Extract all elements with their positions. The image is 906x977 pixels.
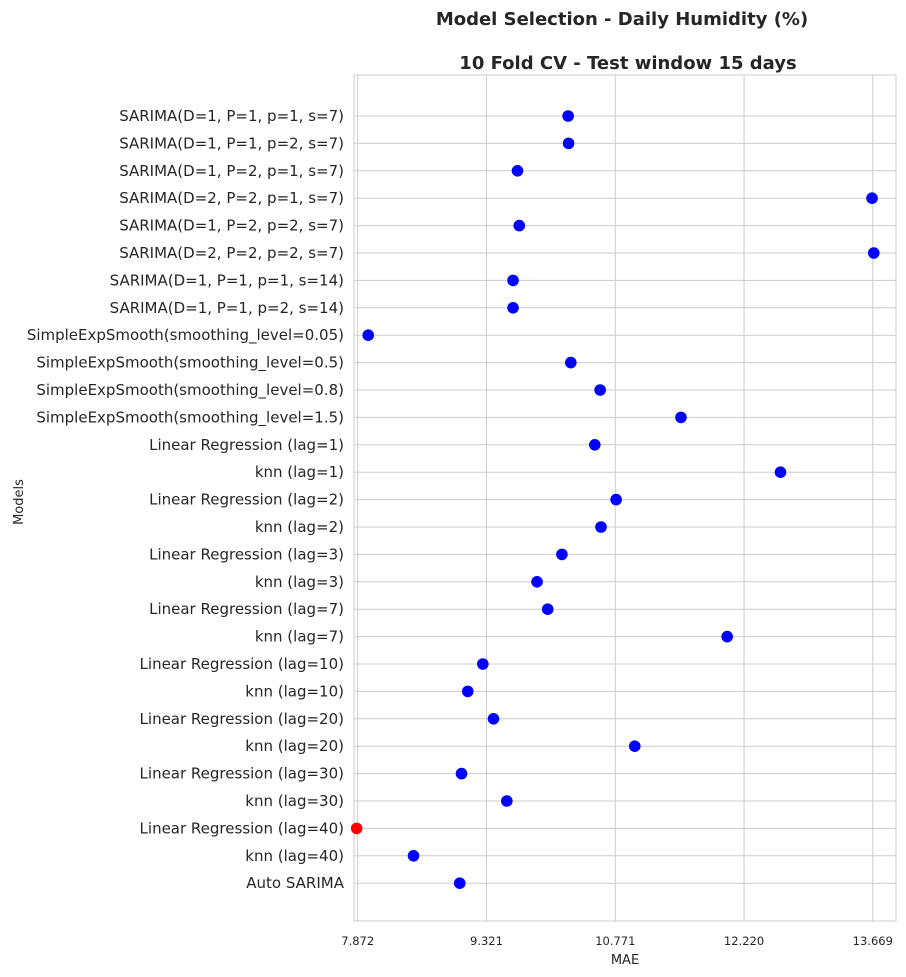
model-point — [461, 685, 474, 698]
model-label: SARIMA(D=2, P=2, p=1, s=7) — [119, 189, 344, 207]
model-point — [501, 795, 513, 807]
x-tick-label: 12.220 — [724, 934, 764, 948]
model-label: knn (lag=30) — [245, 792, 344, 810]
model-label: SARIMA(D=2, P=2, p=2, s=7) — [119, 244, 344, 262]
model-label: Linear Regression (lag=3) — [149, 545, 344, 563]
x-tick-label: 10.771 — [595, 934, 635, 948]
y-axis-label: Models — [12, 479, 27, 525]
chart-title: Model Selection - Daily Humidity (%) — [436, 9, 808, 30]
x-tick-label: 13.669 — [853, 934, 893, 948]
model-point — [362, 329, 375, 342]
model-point — [594, 384, 606, 396]
model-point — [487, 713, 500, 725]
model-point — [507, 274, 519, 287]
model-point — [541, 603, 554, 615]
model-label: SimpleExpSmooth(smoothing_level=0.8) — [36, 381, 344, 400]
model-point — [556, 548, 568, 561]
model-label: Linear Regression (lag=7) — [149, 600, 344, 618]
best-model-point — [350, 822, 363, 835]
model-point — [531, 576, 543, 588]
model-label: Auto SARIMA — [246, 874, 344, 892]
x-tick-label: 9.321 — [470, 934, 503, 948]
model-label: SimpleExpSmooth(smoothing_level=0.05) — [27, 326, 344, 345]
model-label: SARIMA(D=1, P=1, p=2, s=7) — [119, 134, 344, 152]
model-label: SARIMA(D=1, P=2, p=1, s=7) — [119, 162, 344, 180]
model-label: Linear Regression (lag=1) — [149, 436, 344, 454]
model-point — [774, 466, 787, 479]
model-point — [455, 767, 468, 780]
model-point — [507, 302, 519, 314]
model-point — [610, 493, 622, 506]
model-labels: SARIMA(D=1, P=1, p=1, s=7) SARIMA(D=1, P=… — [27, 107, 345, 892]
model-label: knn (lag=3) — [255, 573, 344, 591]
model-label: SARIMA(D=1, P=2, p=2, s=7) — [119, 217, 344, 235]
model-point — [867, 247, 880, 259]
model-point — [453, 877, 466, 889]
x-ticks: 7.872 9.321 10.771 12.220 13.669 — [341, 934, 893, 948]
model-point — [477, 658, 489, 670]
model-point — [562, 137, 575, 150]
grid — [353, 74, 897, 922]
model-point — [513, 219, 526, 232]
model-label: knn (lag=2) — [255, 518, 344, 536]
model-label: SARIMA(D=1, P=1, p=1, s=14) — [110, 271, 344, 289]
model-label: SARIMA(D=1, P=1, p=1, s=7) — [119, 107, 344, 125]
model-point — [565, 356, 577, 369]
model-point — [628, 740, 641, 752]
data-points — [350, 110, 880, 889]
model-point — [407, 850, 420, 862]
chart-subtitle: 10 Fold CV - Test window 15 days — [459, 53, 796, 74]
model-label: knn (lag=7) — [255, 628, 344, 646]
model-point — [588, 439, 601, 451]
model-point — [675, 411, 687, 424]
x-tick-label: 7.872 — [341, 934, 374, 948]
model-label: SimpleExpSmooth(smoothing_level=0.5) — [36, 354, 344, 373]
model-label: Linear Regression (lag=30) — [140, 765, 344, 783]
model-label: knn (lag=20) — [245, 737, 344, 755]
model-point — [595, 521, 607, 533]
model-point — [511, 165, 524, 177]
model-label: knn (lag=1) — [255, 463, 344, 481]
model-label: Linear Regression (lag=40) — [140, 819, 344, 837]
model-point — [721, 630, 733, 643]
model-point — [866, 192, 878, 204]
model-point — [562, 110, 574, 122]
x-axis-label: MAE — [611, 953, 639, 968]
plot-frame — [353, 74, 897, 922]
model-label: knn (lag=10) — [245, 682, 344, 700]
model-label: SARIMA(D=1, P=1, p=2, s=14) — [110, 299, 344, 317]
model-label: Linear Regression (lag=20) — [140, 710, 344, 728]
model-label: knn (lag=40) — [245, 847, 344, 865]
model-label: SimpleExpSmooth(smoothing_level=1.5) — [36, 408, 344, 427]
model-label: Linear Regression (lag=10) — [140, 655, 344, 673]
model-label: Linear Regression (lag=2) — [149, 491, 344, 509]
